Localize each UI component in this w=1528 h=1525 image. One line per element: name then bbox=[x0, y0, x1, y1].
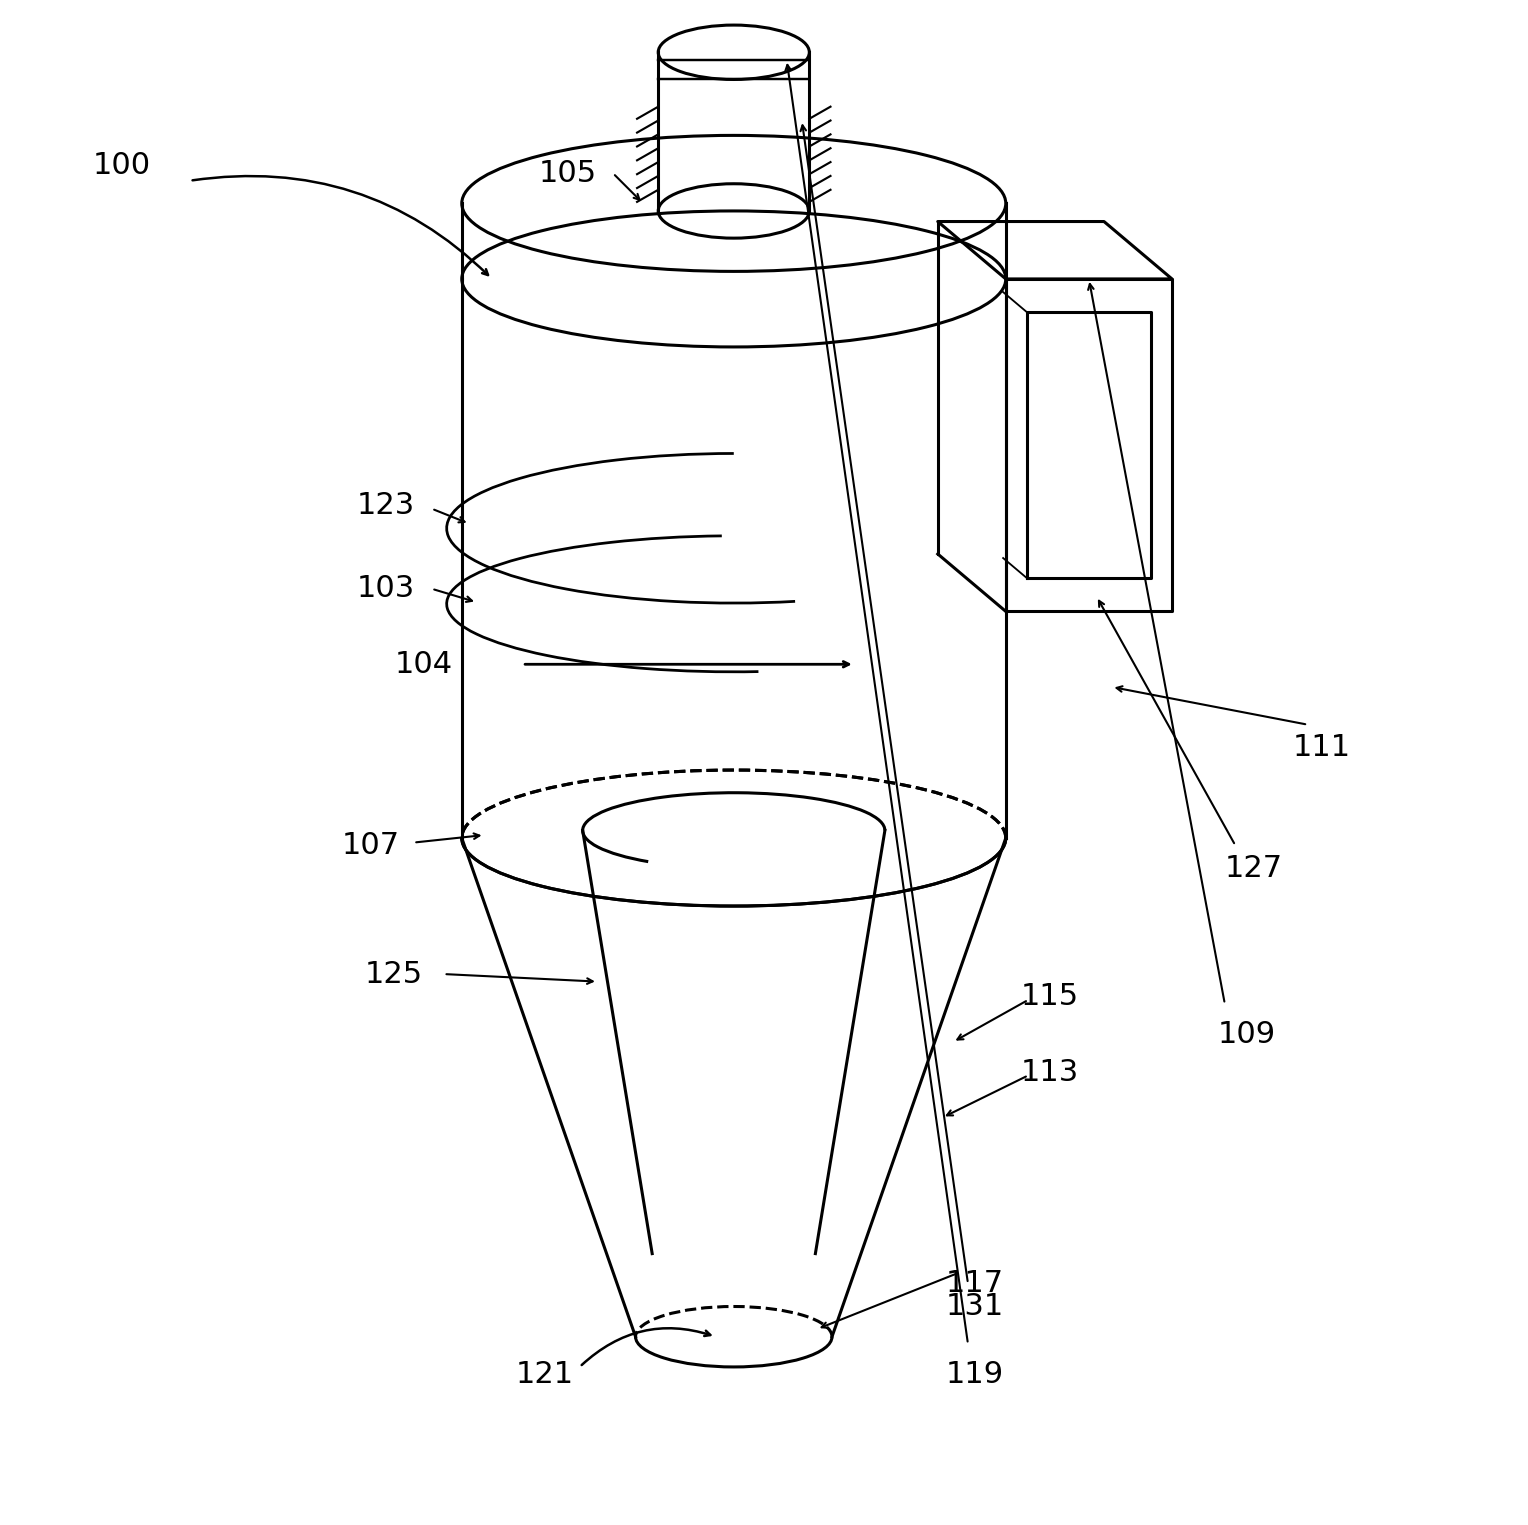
Text: 107: 107 bbox=[342, 831, 400, 860]
Text: 131: 131 bbox=[946, 1292, 1004, 1321]
Text: 119: 119 bbox=[946, 1360, 1004, 1389]
Text: 113: 113 bbox=[1021, 1058, 1079, 1087]
Text: 105: 105 bbox=[538, 159, 596, 188]
Text: 109: 109 bbox=[1218, 1020, 1276, 1049]
Text: 115: 115 bbox=[1021, 982, 1079, 1011]
Text: 117: 117 bbox=[946, 1269, 1004, 1298]
Text: 111: 111 bbox=[1293, 734, 1351, 762]
Text: 125: 125 bbox=[365, 959, 423, 988]
Text: 100: 100 bbox=[93, 151, 151, 180]
Text: 103: 103 bbox=[358, 575, 416, 604]
Text: 104: 104 bbox=[394, 650, 454, 679]
Text: 121: 121 bbox=[516, 1360, 575, 1389]
Text: 123: 123 bbox=[358, 491, 416, 520]
Text: 127: 127 bbox=[1225, 854, 1284, 883]
